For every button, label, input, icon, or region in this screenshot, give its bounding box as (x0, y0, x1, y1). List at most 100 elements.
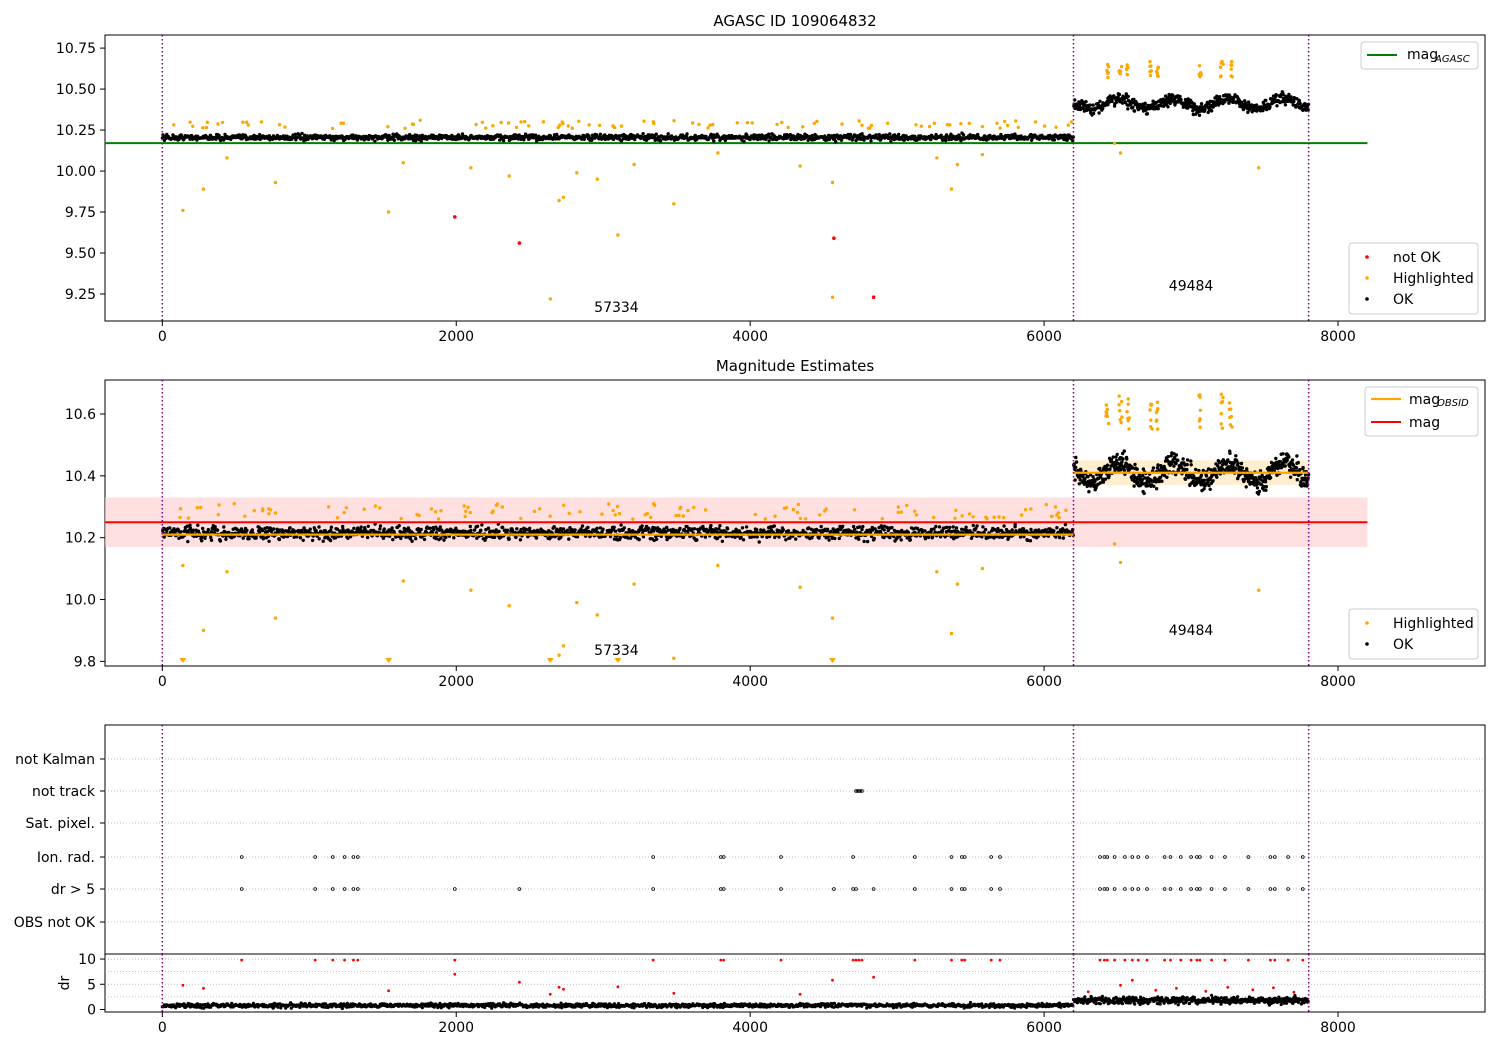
ok-point (860, 132, 864, 136)
ok-point (317, 537, 321, 541)
highlighted-point (804, 517, 808, 521)
ok-point (1126, 94, 1130, 99)
ok-point (1166, 105, 1170, 109)
ok-point (681, 535, 686, 539)
ok-point (817, 536, 821, 540)
ok-point (827, 538, 831, 542)
ok-point (878, 529, 883, 534)
highlighted-point (866, 126, 871, 130)
ok-point (1255, 486, 1260, 490)
ok-point (1245, 467, 1249, 471)
ok-point (1145, 112, 1150, 116)
ok-point (422, 537, 427, 542)
ok-point (1115, 452, 1119, 457)
highlighted-point (611, 124, 615, 128)
ok-point (165, 529, 169, 533)
not-ok-point (871, 295, 876, 300)
dr-ok-point (420, 1006, 424, 1010)
ok-point (794, 537, 798, 541)
highlighted-point (386, 210, 391, 214)
x-tick-label: 2000 (438, 674, 474, 690)
ok-point (784, 538, 788, 542)
ok-point (723, 138, 727, 143)
ok-point (815, 528, 819, 532)
highlighted-point (1219, 411, 1224, 416)
ok-point (857, 537, 861, 541)
highlighted-point (651, 502, 656, 506)
ok-point (1135, 102, 1139, 106)
highlighted-point (949, 631, 954, 636)
highlighted-point (216, 512, 220, 517)
dr-ok-point (340, 1006, 344, 1011)
highlighted-point (980, 124, 985, 129)
highlighted-point (852, 508, 857, 512)
ok-point (227, 530, 231, 535)
highlighted-point (927, 124, 932, 129)
highlighted-point (711, 122, 715, 127)
highlighted-point (1220, 400, 1225, 404)
ok-point (637, 537, 641, 542)
highlighted-point (181, 563, 185, 568)
highlighted-point (919, 124, 924, 128)
highlighted-point (1118, 409, 1122, 413)
ok-point (1098, 99, 1102, 104)
highlighted-point (506, 121, 511, 125)
highlighted-point (1112, 141, 1117, 145)
ok-point (329, 525, 334, 529)
ok-point (954, 526, 959, 530)
ok-point (419, 527, 423, 532)
highlighted-point (344, 506, 349, 510)
highlighted-point (619, 124, 624, 128)
ok-point (1194, 467, 1198, 472)
ok-point (839, 138, 844, 142)
highlighted-point (339, 121, 343, 125)
highlighted-point (575, 171, 579, 175)
ok-point (848, 132, 853, 137)
highlighted-point (220, 120, 225, 125)
ok-point (1135, 467, 1139, 471)
highlighted-point (243, 514, 247, 518)
ok-point (410, 539, 414, 543)
highlighted-point (480, 120, 485, 125)
highlighted-point (795, 510, 800, 515)
highlighted-point (1106, 75, 1110, 80)
ok-point (612, 525, 616, 529)
ok-point (209, 530, 214, 534)
flag-label: dr > 5 (51, 882, 95, 898)
ok-point (1287, 92, 1291, 97)
ok-point (492, 535, 497, 540)
ok-point (561, 527, 566, 531)
dr-axis-label: dr (57, 975, 73, 990)
lower-limit-marker (828, 658, 836, 663)
ok-point (294, 138, 298, 142)
ok-point (1105, 463, 1110, 467)
highlighted-point (613, 513, 617, 517)
ok-point (889, 139, 893, 143)
ok-point (704, 134, 708, 139)
highlighted-point (191, 124, 195, 128)
ok-point (295, 535, 299, 539)
ok-point (179, 530, 183, 534)
ok-point (200, 535, 204, 539)
ok-point (214, 137, 218, 141)
ok-point (1081, 106, 1085, 110)
highlighted-point (818, 513, 822, 517)
ok-point (1215, 94, 1219, 98)
highlighted-point (1053, 505, 1058, 509)
ok-point (618, 535, 623, 540)
highlighted-point (1198, 408, 1203, 412)
ok-point (1181, 457, 1185, 461)
ok-point (860, 527, 864, 532)
legend-frame (1348, 242, 1479, 315)
ok-point (692, 527, 697, 531)
ok-point (310, 538, 315, 543)
highlighted-point (801, 125, 805, 129)
ok-point (611, 137, 616, 142)
ok-point (874, 133, 878, 137)
ok-point (300, 131, 304, 136)
ok-point (317, 525, 321, 529)
ok-point (314, 529, 318, 533)
ok-point (1163, 94, 1168, 98)
highlighted-point (880, 517, 884, 521)
